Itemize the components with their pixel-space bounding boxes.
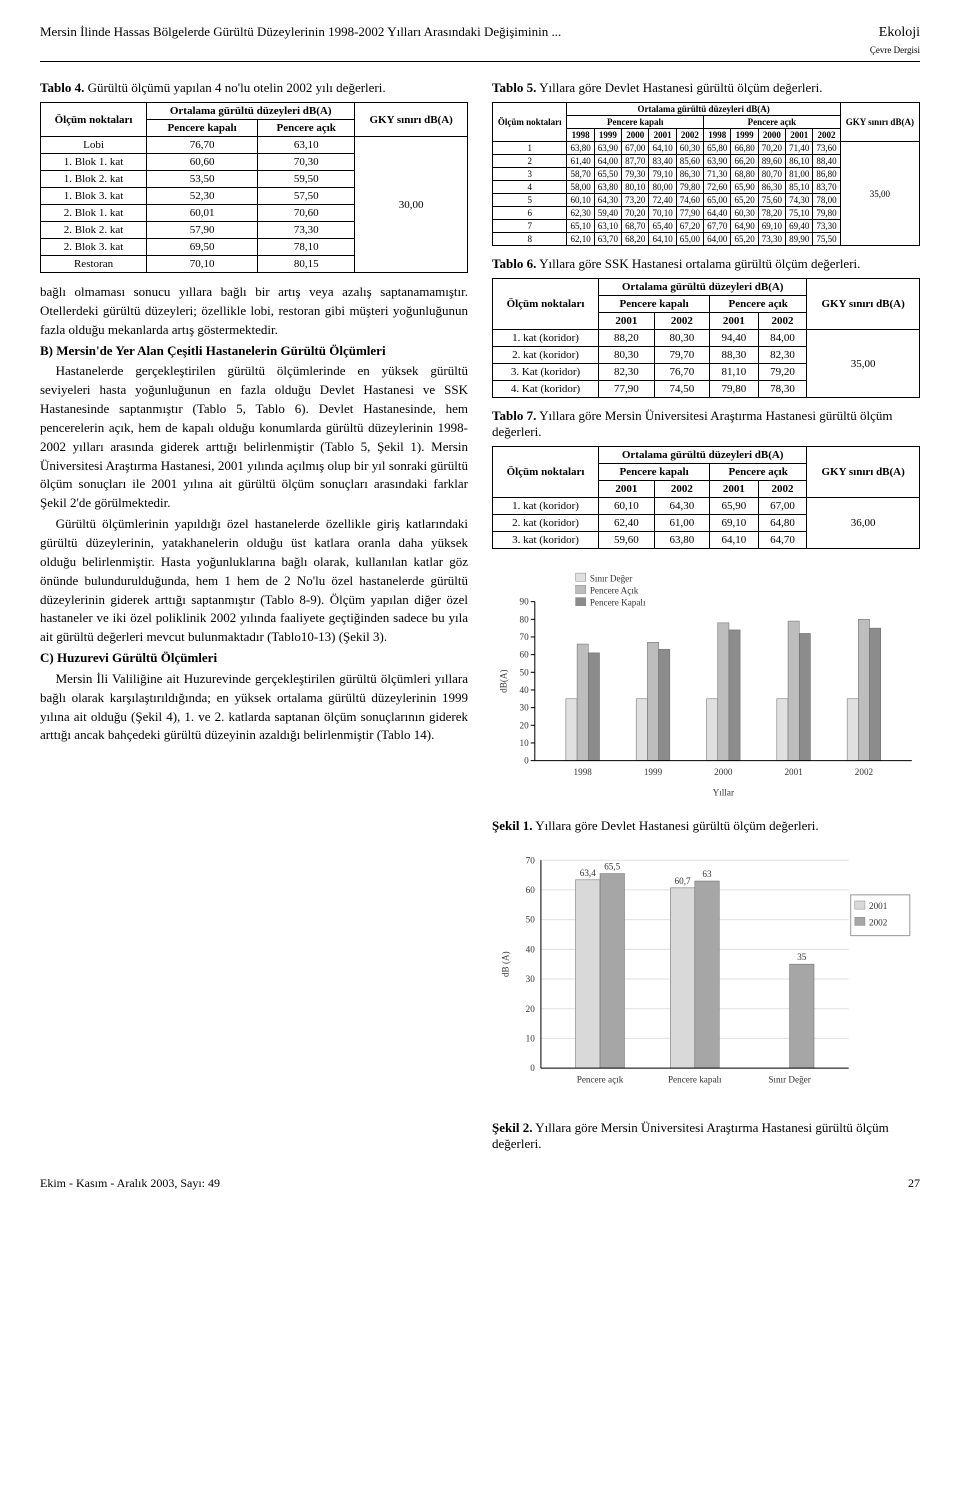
svg-text:60: 60 <box>520 650 530 660</box>
svg-text:30: 30 <box>520 703 530 713</box>
svg-text:10: 10 <box>526 1034 536 1044</box>
journal-title: Ekoloji <box>879 25 920 40</box>
svg-text:60: 60 <box>526 885 536 895</box>
svg-text:1998: 1998 <box>574 767 593 777</box>
svg-text:10: 10 <box>520 738 530 748</box>
svg-text:20: 20 <box>520 720 530 730</box>
svg-text:Pencere Açık: Pencere Açık <box>590 585 639 595</box>
tablo7: Ölçüm noktaları Ortalama gürültü düzeyle… <box>492 446 920 549</box>
svg-text:0: 0 <box>530 1064 535 1074</box>
page-footer: Ekim - Kasım - Aralık 2003, Sayı: 49 27 <box>40 1176 920 1191</box>
svg-text:70: 70 <box>526 856 536 866</box>
running-head: Mersin İlinde Hassas Bölgelerde Gürültü … <box>40 24 920 62</box>
svg-text:63,4: 63,4 <box>580 868 596 878</box>
tablo7-caption: Tablo 7. Yıllara göre Mersin Üniversites… <box>492 408 920 440</box>
svg-text:30: 30 <box>526 974 536 984</box>
body-text: bağlı olmaması sonucu yıllara bağlı bir … <box>40 283 468 745</box>
svg-text:Yıllar: Yıllar <box>713 787 734 797</box>
tablo4: Ölçüm noktaları Ortalama gürültü düzeyle… <box>40 102 468 273</box>
svg-text:2001: 2001 <box>784 767 803 777</box>
svg-text:dB(A): dB(A) <box>498 669 508 692</box>
svg-text:50: 50 <box>526 915 536 925</box>
running-head-left: Mersin İlinde Hassas Bölgelerde Gürültü … <box>40 24 561 57</box>
left-column: Tablo 4. Gürültü ölçümü yapılan 4 no'lu … <box>40 74 468 1158</box>
svg-text:Pencere açık: Pencere açık <box>577 1075 624 1085</box>
svg-text:90: 90 <box>520 597 530 607</box>
right-column: Tablo 5. Yıllara göre Devlet Hastanesi g… <box>492 74 920 1158</box>
svg-text:Pencere kapalı: Pencere kapalı <box>668 1075 722 1085</box>
svg-text:Sınır Değer: Sınır Değer <box>590 573 632 583</box>
table-row: Lobi76,7063,1030,00 <box>41 137 468 154</box>
svg-text:63: 63 <box>702 869 712 879</box>
sekil2-chart: 0 10 20 30 40 50 60 70 dB (A) 63,4 65,5 Pencere açı… <box>492 848 920 1103</box>
tablo4-caption: Tablo 4. Gürültü ölçümü yapılan 4 no'lu … <box>40 80 468 96</box>
svg-text:Pencere Kapalı: Pencere Kapalı <box>590 598 646 608</box>
svg-text:2002: 2002 <box>869 918 888 928</box>
journal-subtitle: Çevre Dergisi <box>870 45 920 55</box>
sekil1-chart: Sınır Değer Pencere Açık Pencere Kapalı 0 10… <box>492 567 920 801</box>
svg-text:2000: 2000 <box>714 767 733 777</box>
svg-text:20: 20 <box>526 1004 536 1014</box>
svg-text:1999: 1999 <box>644 767 663 777</box>
svg-text:dB (A): dB (A) <box>500 952 510 978</box>
svg-text:50: 50 <box>520 667 530 677</box>
tablo6: Ölçüm noktaları Ortalama gürültü düzeyle… <box>492 278 920 398</box>
svg-text:40: 40 <box>526 945 536 955</box>
svg-text:70: 70 <box>520 632 530 642</box>
sekil1-caption: Şekil 1. Yıllara göre Devlet Hastanesi g… <box>492 818 920 834</box>
svg-text:Sınır Değer: Sınır Değer <box>768 1075 810 1085</box>
svg-text:65,5: 65,5 <box>604 862 620 872</box>
table-row: 163,8063,9067,0064,1060,3065,8066,8070,2… <box>493 142 920 155</box>
tablo5: Ölçüm noktaları Ortalama gürültü düzeyle… <box>492 102 920 246</box>
svg-text:35: 35 <box>797 952 807 962</box>
sekil2-caption: Şekil 2. Yıllara göre Mersin Üniversites… <box>492 1120 920 1152</box>
tablo5-caption: Tablo 5. Yıllara göre Devlet Hastanesi g… <box>492 80 920 96</box>
svg-text:40: 40 <box>520 685 530 695</box>
table-row: 1. kat (koridor)88,2080,3094,4084,0035,0… <box>493 330 920 347</box>
svg-text:80: 80 <box>520 614 530 624</box>
svg-text:2002: 2002 <box>855 767 874 777</box>
tablo6-caption: Tablo 6. Yıllara göre SSK Hastanesi orta… <box>492 256 920 272</box>
table-row: 1. kat (koridor)60,1064,3065,9067,0036,0… <box>493 498 920 515</box>
running-head-right: Ekoloji Çevre Dergisi <box>870 24 920 57</box>
svg-text:60,7: 60,7 <box>675 876 691 886</box>
footer-right: 27 <box>908 1176 920 1191</box>
footer-left: Ekim - Kasım - Aralık 2003, Sayı: 49 <box>40 1176 220 1191</box>
svg-text:2001: 2001 <box>869 902 888 912</box>
svg-text:0: 0 <box>524 756 529 766</box>
